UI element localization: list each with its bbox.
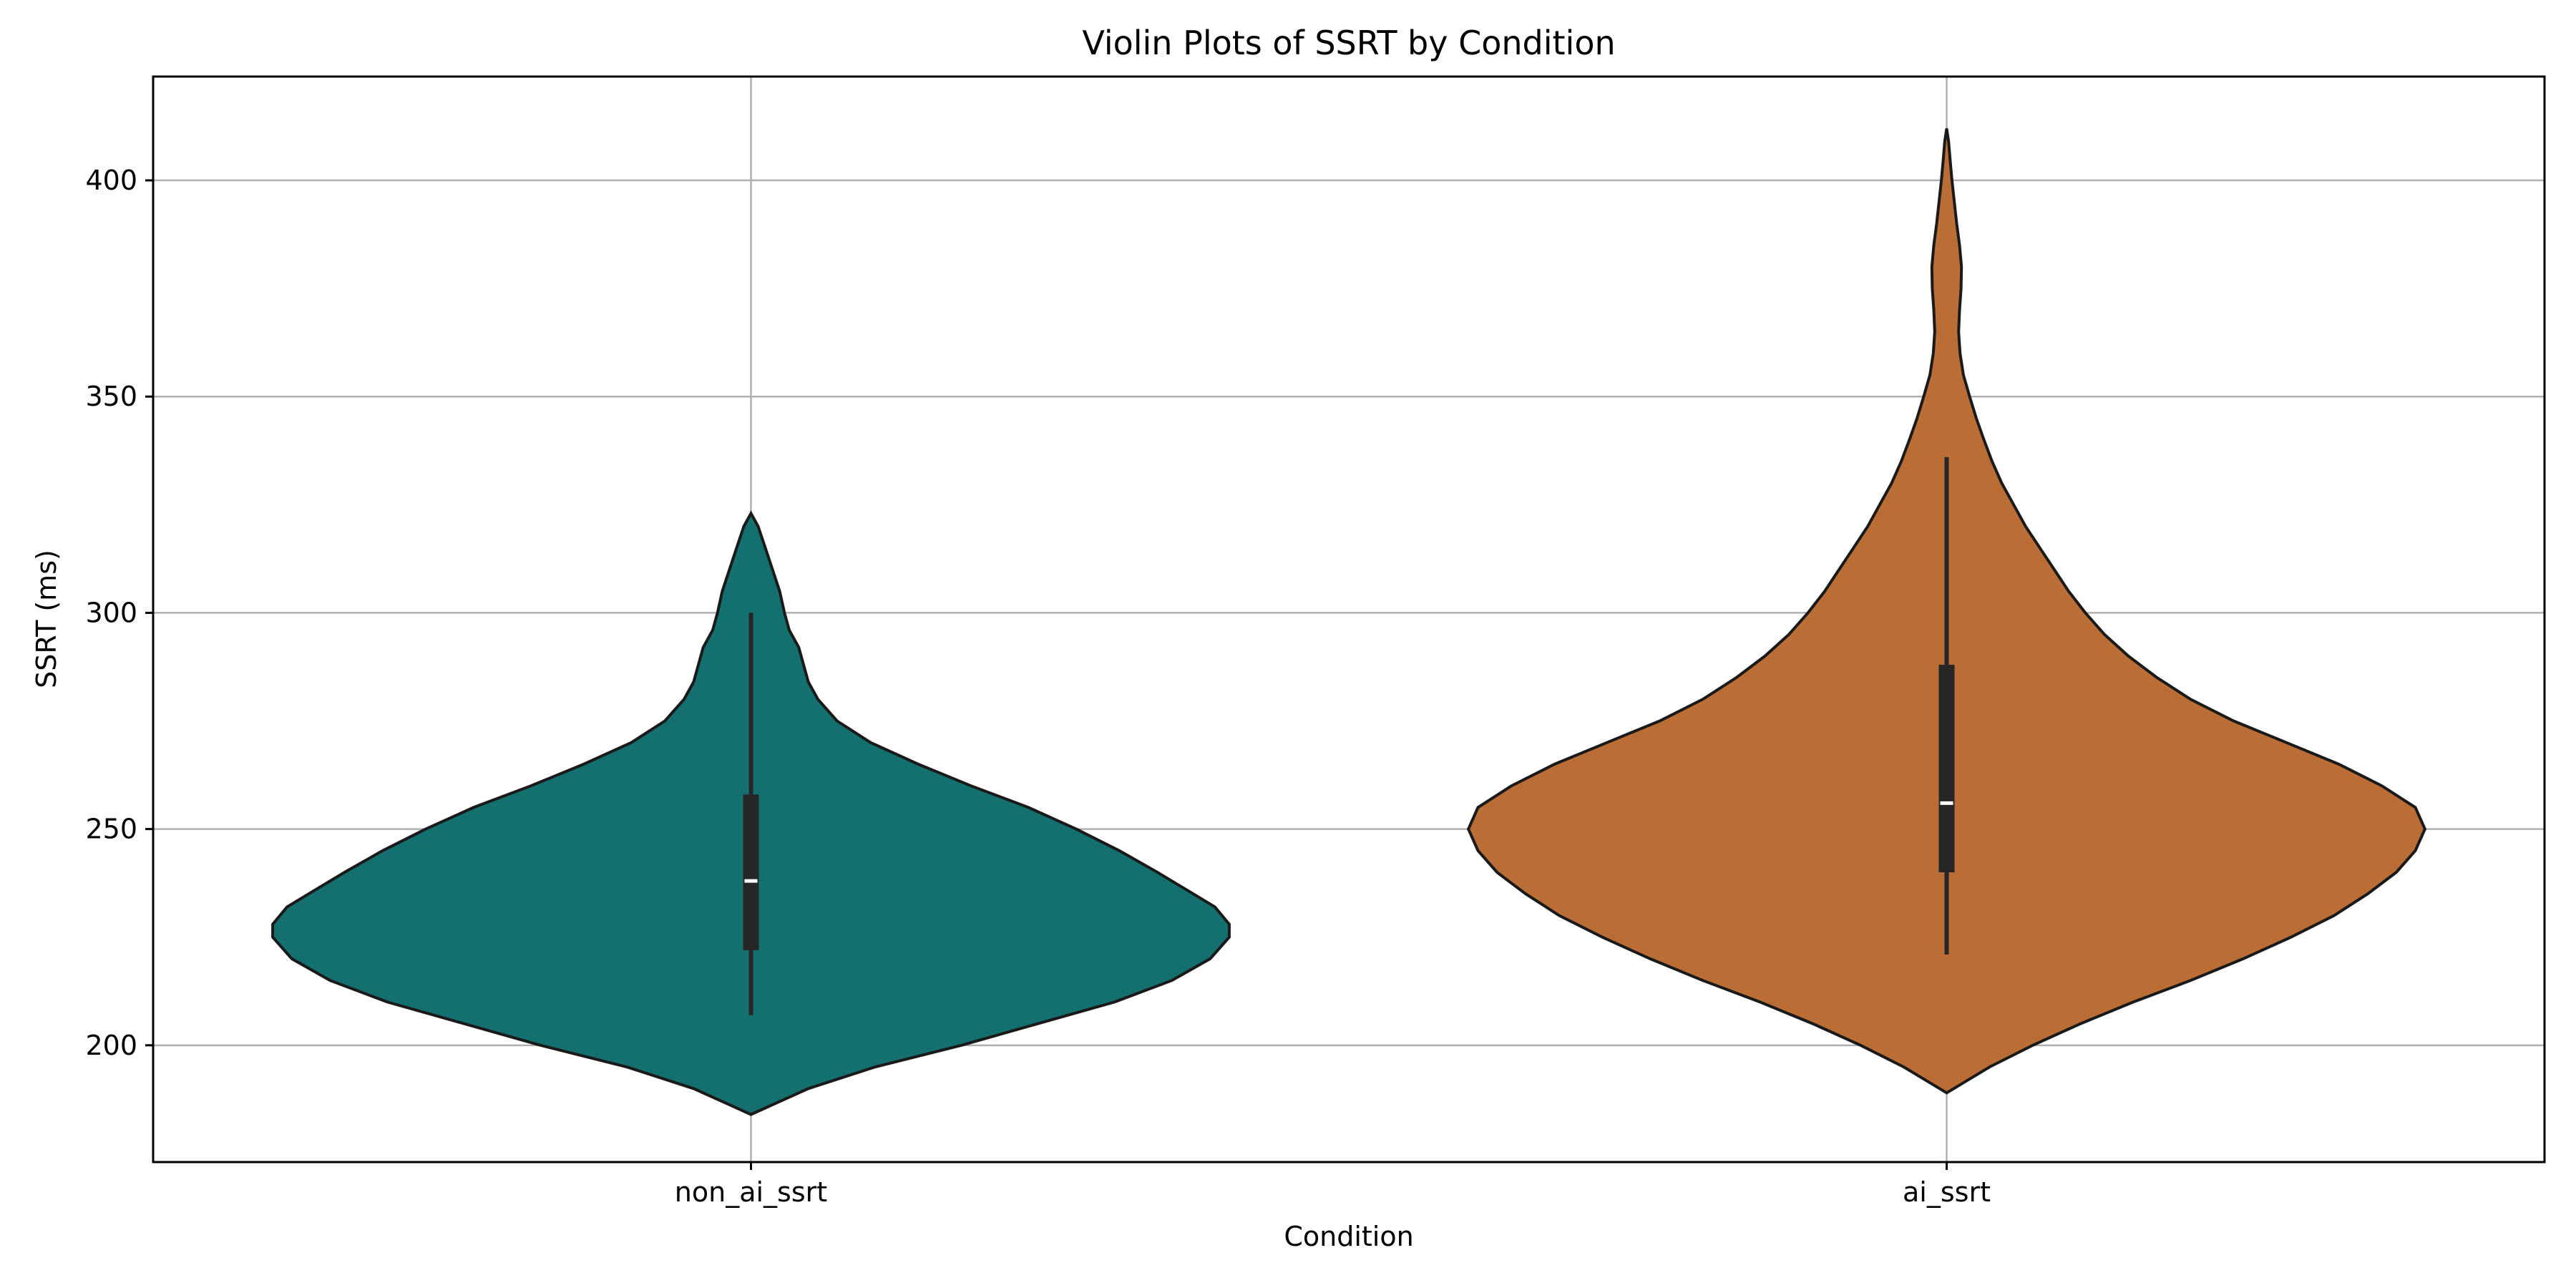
iqr-box-non_ai_ssrt <box>743 794 759 950</box>
iqr-box-ai_ssrt <box>1938 664 1955 873</box>
y-tick-label: 400 <box>85 165 137 196</box>
tick-layer: 200 250 300 350 400 non_ai_ssrt ai_ssrt <box>85 165 1991 1208</box>
y-tick-label: 250 <box>85 814 137 845</box>
y-axis-label: SSRT (ms) <box>31 550 62 688</box>
x-axis-label: Condition <box>1284 1221 1413 1252</box>
chart-title: Violin Plots of SSRT by Condition <box>1082 24 1615 62</box>
plot-frame <box>152 75 2546 1163</box>
x-tick-label: ai_ssrt <box>1903 1176 1991 1208</box>
x-tick-label: non_ai_ssrt <box>675 1176 827 1208</box>
violin-layer <box>271 128 2427 1116</box>
y-tick-label: 200 <box>85 1030 137 1061</box>
y-tick-label: 300 <box>85 597 137 628</box>
box-layer <box>743 457 1955 1015</box>
y-tick-label: 350 <box>85 381 137 412</box>
